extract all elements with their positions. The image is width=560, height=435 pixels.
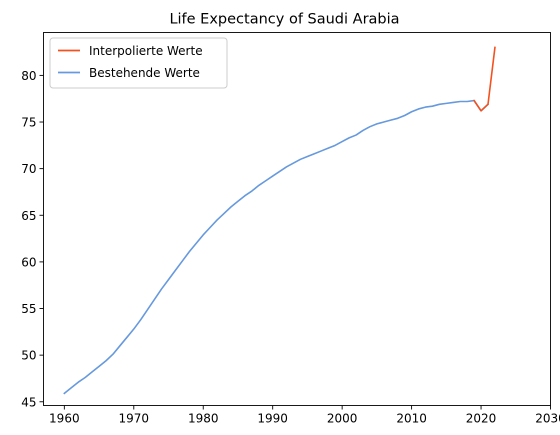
y-tick-label: 45 [21,395,36,409]
y-tick-label: 70 [21,162,36,176]
y-tick-label: 50 [21,349,36,363]
series-line-interpolierte-werte [472,46,496,112]
y-tick-label: 60 [21,255,36,269]
plot-area [63,46,496,395]
x-tick-label: 1980 [188,412,219,426]
chart-title: Life Expectancy of Saudi Arabia [169,12,399,28]
y-tick-label: 75 [21,116,36,130]
y-tick-label: 65 [21,209,36,223]
x-tick-label: 1970 [119,412,150,426]
x-tick-label: 2010 [396,412,427,426]
y-tick-label: 55 [21,302,36,316]
x-tick-label: 2020 [466,412,497,426]
axes-frame [43,32,551,406]
legend-box [49,37,228,89]
axes: 1960 1970 1980 1990 2000 2010 2020 2030 45 50 55 60… [21,32,560,426]
legend-label-interpolierte-werte: Interpolierte Werte [89,44,203,58]
x-tick-label: 1990 [257,412,288,426]
x-tick-label: 1960 [49,412,80,426]
legend: Interpolierte Werte Bestehende Werte [49,37,228,89]
y-tick-label: 80 [21,69,36,83]
x-tick-label: 2030 [535,412,560,426]
series-line-bestehende-werte [63,99,490,395]
x-tick-label: 2000 [327,412,358,426]
legend-label-bestehende-werte: Bestehende Werte [89,66,200,80]
